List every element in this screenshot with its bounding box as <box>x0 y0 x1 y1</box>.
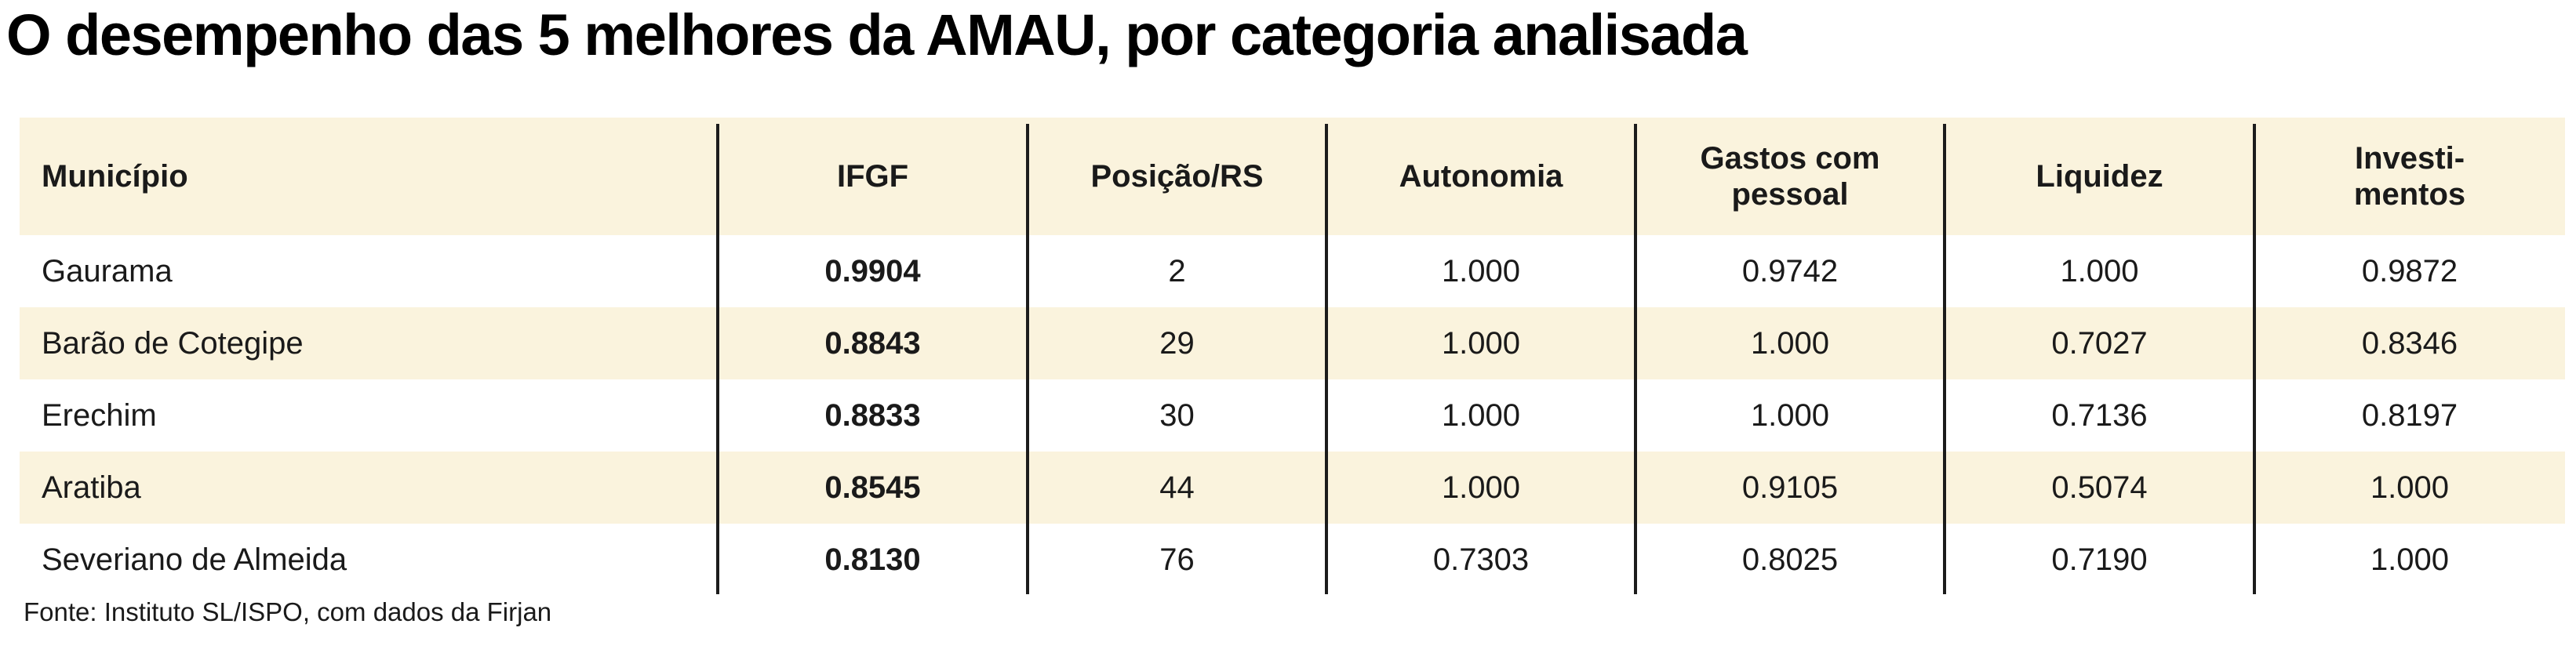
table-row: Severiano de Almeida 0.8130 76 0.7303 0.… <box>20 524 2565 596</box>
header-cell-ifgf: IFGF <box>836 159 909 194</box>
cell-gastos-pessoal: 0.9105 <box>1741 470 1839 505</box>
cell-ifgf: 0.8833 <box>824 398 921 433</box>
cell-ifgf: 0.8130 <box>824 542 921 577</box>
cell-ifgf: 0.9904 <box>824 254 921 288</box>
cell-municipio: Aratiba <box>42 470 141 505</box>
cell-gastos-pessoal: 1.000 <box>1750 398 1830 433</box>
cell-autonomia: 1.000 <box>1441 254 1521 288</box>
cell-liquidez: 0.7027 <box>2051 326 2148 361</box>
column-divider <box>716 124 719 594</box>
cell-gastos-pessoal: 0.8025 <box>1741 542 1839 577</box>
table-row: Aratiba 0.8545 44 1.000 0.9105 0.5074 1.… <box>20 452 2565 524</box>
cell-posicao-rs: 44 <box>1159 470 1195 505</box>
cell-municipio: Severiano de Almeida <box>42 542 347 577</box>
header-cell-autonomia: Autonomia <box>1399 159 1563 194</box>
column-divider <box>1943 124 1946 594</box>
cell-investimentos: 1.000 <box>2370 470 2450 505</box>
column-divider <box>1325 124 1328 594</box>
header-cell-liquidez: Liquidez <box>2036 159 2163 194</box>
cell-autonomia: 1.000 <box>1441 326 1521 361</box>
cell-investimentos: 0.8346 <box>2361 326 2458 361</box>
header-cell-investimentos: Investi- mentos <box>2353 141 2466 212</box>
source-note: Fonte: Instituto SL/ISPO, com dados da F… <box>24 597 552 626</box>
cell-investimentos: 0.8197 <box>2361 398 2458 433</box>
header-cell-posicao-rs: Posição/RS <box>1090 159 1264 194</box>
cell-investimentos: 1.000 <box>2370 542 2450 577</box>
table-header-row: Município IFGF Posição/RS Autonomia Gast… <box>20 118 2565 235</box>
header-cell-municipio: Município <box>42 159 188 194</box>
page-title: O desempenho das 5 melhores da AMAU, por… <box>6 2 1748 67</box>
cell-ifgf: 0.8843 <box>824 326 921 361</box>
column-divider <box>1026 124 1029 594</box>
cell-posicao-rs: 76 <box>1159 542 1195 577</box>
table-row: Gaurama 0.9904 2 1.000 0.9742 1.000 0.98… <box>20 235 2565 307</box>
cell-posicao-rs: 2 <box>1168 254 1186 288</box>
cell-liquidez: 0.7136 <box>2051 398 2148 433</box>
cell-liquidez: 0.7190 <box>2051 542 2148 577</box>
header-cell-gastos-pessoal: Gastos com pessoal <box>1700 141 1880 212</box>
cell-municipio: Gaurama <box>42 254 173 288</box>
cell-posicao-rs: 30 <box>1159 398 1195 433</box>
cell-autonomia: 1.000 <box>1441 398 1521 433</box>
column-divider <box>1634 124 1637 594</box>
cell-autonomia: 0.7303 <box>1432 542 1530 577</box>
cell-autonomia: 1.000 <box>1441 470 1521 505</box>
cell-posicao-rs: 29 <box>1159 326 1195 361</box>
cell-investimentos: 0.9872 <box>2361 254 2458 288</box>
cell-municipio: Barão de Cotegipe <box>42 326 304 361</box>
performance-table: Município IFGF Posição/RS Autonomia Gast… <box>20 118 2565 596</box>
cell-liquidez: 1.000 <box>2060 254 2139 288</box>
cell-gastos-pessoal: 0.9742 <box>1741 254 1839 288</box>
cell-ifgf: 0.8545 <box>824 470 921 505</box>
column-divider <box>2253 124 2256 594</box>
cell-municipio: Erechim <box>42 398 157 433</box>
cell-gastos-pessoal: 1.000 <box>1750 326 1830 361</box>
cell-liquidez: 0.5074 <box>2051 470 2148 505</box>
table-row: Erechim 0.8833 30 1.000 1.000 0.7136 0.8… <box>20 379 2565 452</box>
table-row: Barão de Cotegipe 0.8843 29 1.000 1.000 … <box>20 307 2565 379</box>
